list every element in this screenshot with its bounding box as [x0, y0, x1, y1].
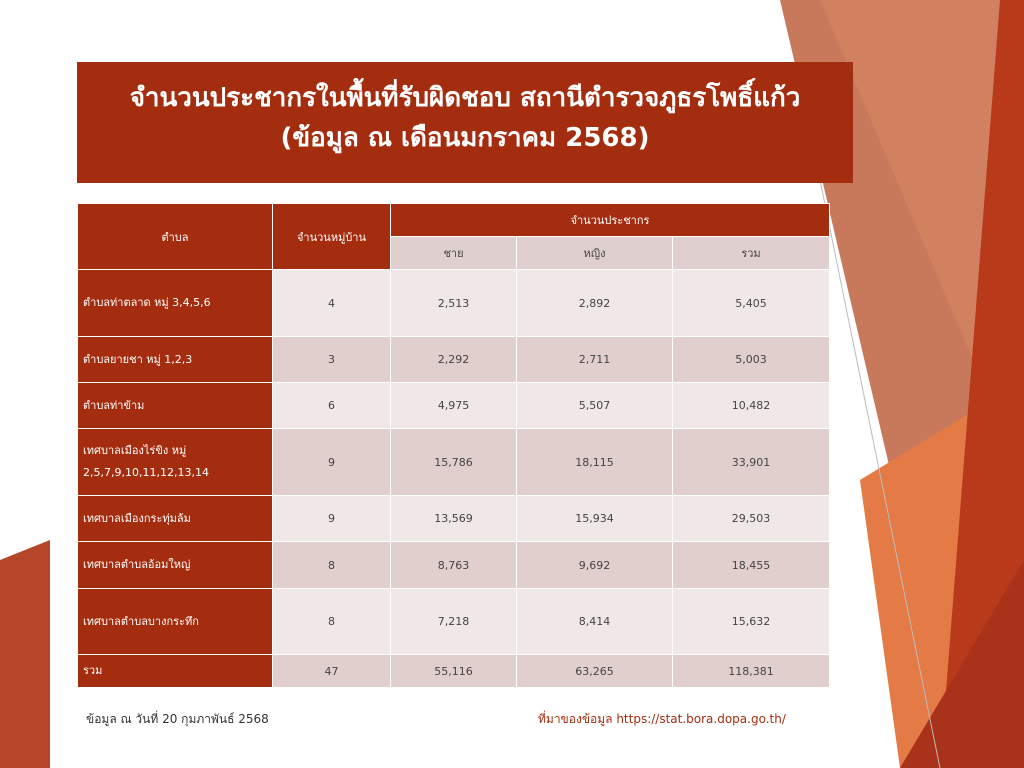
cell-villages: 9	[272, 428, 391, 496]
cell-name: เทศบาลตำบลบางกระทึก	[77, 588, 273, 655]
cell-female: 2,711	[516, 336, 673, 383]
cell-total: 18,455	[672, 541, 830, 589]
table-row: เทศบาลตำบลอ้อมใหญ่ 8 8,763 9,692 18,455	[77, 541, 830, 589]
cell-total: 29,503	[672, 495, 830, 542]
population-table: ตำบล จำนวนหมู่บ้าน จำนวนประชากร ชาย หญิง…	[77, 203, 830, 688]
table-row: เทศบาลตำบลบางกระทึก 8 7,218 8,414 15,632	[77, 588, 830, 655]
cell-total: 5,405	[672, 269, 830, 337]
header-female: หญิง	[516, 236, 673, 270]
table-row: เทศบาลเมืองกระทุ่มล้ม 9 13,569 15,934 29,503	[77, 495, 830, 542]
table-row: ตำบลท่าข้าม 6 4,975 5,507 10,482	[77, 382, 830, 429]
cell-male: 13,569	[390, 495, 517, 542]
cell-name: เทศบาลเมืองกระทุ่มล้ม	[77, 495, 273, 542]
header-villages: จำนวนหมู่บ้าน	[272, 203, 391, 270]
header-population: จำนวนประชากร	[390, 203, 830, 237]
cell-total: 10,482	[672, 382, 830, 429]
cell-villages: 8	[272, 588, 391, 655]
cell-total: 118,381	[672, 654, 830, 688]
title-line-1: จำนวนประชากรในพื้นที่รับผิดชอบ สถานีตำรว…	[129, 83, 801, 113]
table-row: เทศบาลเมืองไร่ขิง หมู่ 2,5,7,9,10,11,12,…	[77, 428, 830, 496]
cell-female: 63,265	[516, 654, 673, 688]
cell-female: 5,507	[516, 382, 673, 429]
cell-villages: 47	[272, 654, 391, 688]
cell-male: 7,218	[390, 588, 517, 655]
cell-villages: 4	[272, 269, 391, 337]
cell-male: 2,513	[390, 269, 517, 337]
cell-female: 15,934	[516, 495, 673, 542]
page-title: จำนวนประชากรในพื้นที่รับผิดชอบ สถานีตำรว…	[77, 62, 853, 183]
table-row: ตำบลท่าตลาด หมู่ 3,4,5,6 4 2,513 2,892 5,405	[77, 269, 830, 337]
table-row: รวม 47 55,116 63,265 118,381	[77, 654, 830, 688]
cell-male: 4,975	[390, 382, 517, 429]
table-row: ตำบลยายชา หมู่ 1,2,3 3 2,292 2,711 5,003	[77, 336, 830, 383]
cell-name: เทศบาลตำบลอ้อมใหญ่	[77, 541, 273, 589]
cell-male: 8,763	[390, 541, 517, 589]
cell-male: 15,786	[390, 428, 517, 496]
cell-name: เทศบาลเมืองไร่ขิง หมู่ 2,5,7,9,10,11,12,…	[77, 428, 273, 496]
cell-villages: 6	[272, 382, 391, 429]
cell-villages: 9	[272, 495, 391, 542]
cell-total: 15,632	[672, 588, 830, 655]
cell-villages: 8	[272, 541, 391, 589]
cell-female: 2,892	[516, 269, 673, 337]
cell-name: ตำบลท่าตลาด หมู่ 3,4,5,6	[77, 269, 273, 337]
cell-name: ตำบลท่าข้าม	[77, 382, 273, 429]
date-note: ข้อมูล ณ วันที่ 20 กุมภาพันธ์ 2568	[86, 712, 269, 726]
cell-name: รวม	[77, 654, 273, 688]
header-male: ชาย	[390, 236, 517, 270]
cell-total: 33,901	[672, 428, 830, 496]
title-line-2: (ข้อมูล ณ เดือนมกราคม 2568)	[280, 123, 650, 153]
cell-female: 8,414	[516, 588, 673, 655]
cell-villages: 3	[272, 336, 391, 383]
cell-name: ตำบลยายชา หมู่ 1,2,3	[77, 336, 273, 383]
cell-female: 9,692	[516, 541, 673, 589]
header-total: รวม	[672, 236, 830, 270]
cell-male: 55,116	[390, 654, 517, 688]
source-note: ที่มาของข้อมูล https://stat.bora.dopa.go…	[538, 712, 786, 726]
header-tambon: ตำบล	[77, 203, 273, 270]
cell-total: 5,003	[672, 336, 830, 383]
cell-female: 18,115	[516, 428, 673, 496]
cell-male: 2,292	[390, 336, 517, 383]
